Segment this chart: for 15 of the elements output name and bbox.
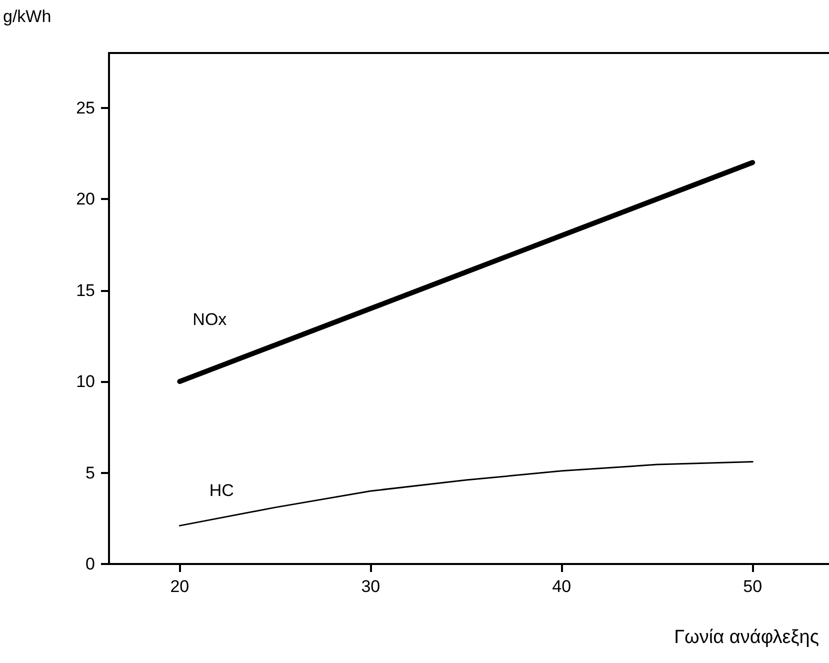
y-tick-label: 10 — [76, 372, 95, 391]
y-axis-title: g/kWh — [3, 7, 52, 26]
y-tick-label: 0 — [86, 554, 95, 574]
y-tick-label: 20 — [76, 190, 95, 208]
y-tick-label: 15 — [76, 280, 95, 300]
x-tick-label: 30 — [361, 577, 380, 596]
x-tick-label: 40 — [552, 577, 572, 596]
y-tick-label: 5 — [86, 463, 95, 482]
x-tick-label: 50 — [743, 577, 762, 596]
series-label: HC — [209, 481, 234, 500]
series-label: NOx — [192, 310, 228, 329]
x-tick-label: 20 — [170, 577, 190, 596]
line-series — [178, 461, 754, 526]
x-axis-title: Γωνία ανάφλεξης — [674, 627, 820, 648]
y-tick-label: 25 — [76, 98, 95, 118]
